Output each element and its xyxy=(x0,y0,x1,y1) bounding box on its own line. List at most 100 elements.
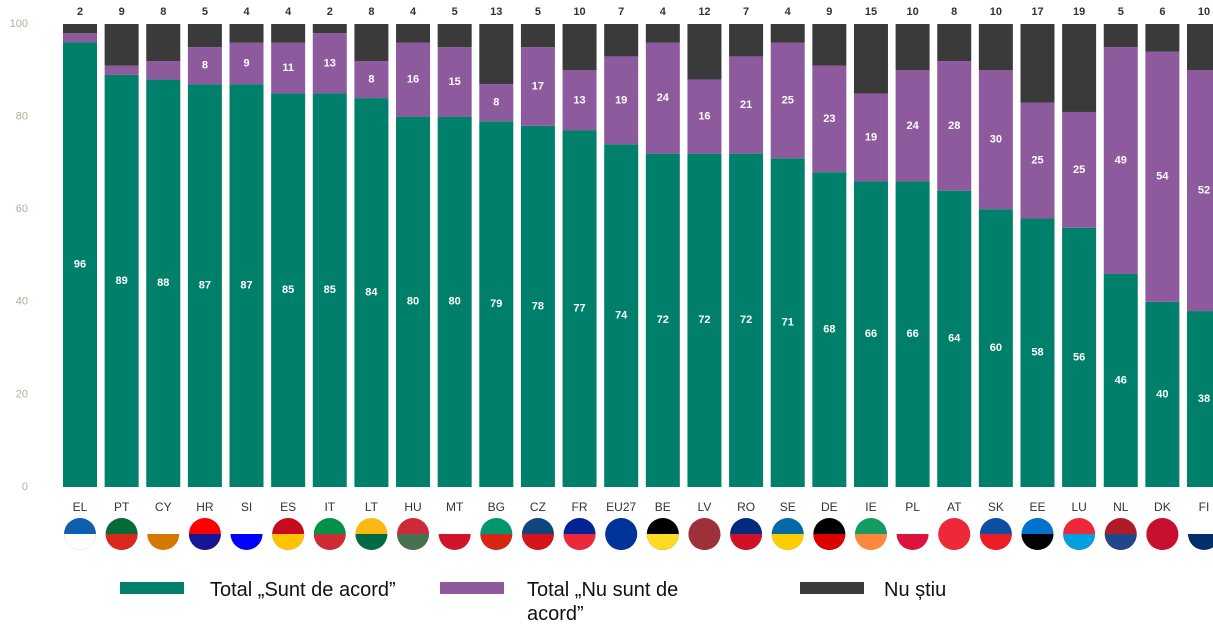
flag-part xyxy=(64,534,96,550)
value-label: 5 xyxy=(202,6,208,18)
value-label: 23 xyxy=(823,113,835,125)
value-label: 9 xyxy=(826,6,832,18)
value-label: 8 xyxy=(368,6,374,18)
value-label: 16 xyxy=(698,111,710,123)
flag-part xyxy=(230,534,263,550)
bar-segment xyxy=(396,42,431,117)
flag-part xyxy=(979,534,1012,550)
flag-part xyxy=(1063,534,1096,550)
y-tick-label: 100 xyxy=(10,18,28,30)
value-label: 56 xyxy=(1073,351,1085,363)
value-label: 78 xyxy=(532,300,544,312)
y-tick-label: 40 xyxy=(16,296,28,308)
value-label: 74 xyxy=(615,310,628,322)
bar-segment xyxy=(146,79,181,487)
x-tick-label: EE xyxy=(1029,500,1045,514)
value-label: 7 xyxy=(743,6,749,18)
value-label: 19 xyxy=(1073,6,1085,18)
flag-part xyxy=(938,534,971,550)
bar-segment xyxy=(520,125,555,488)
value-label: 16 xyxy=(407,73,419,85)
bar-segment xyxy=(312,24,347,34)
bar-segment xyxy=(146,61,181,80)
y-tick-label: 60 xyxy=(16,203,28,215)
value-label: 8 xyxy=(493,97,499,109)
flag-part xyxy=(480,534,513,550)
x-tick-label: FR xyxy=(572,500,588,514)
bar-segment xyxy=(437,116,472,487)
flag xyxy=(355,518,388,550)
bar-segment xyxy=(187,84,222,487)
bar-segment xyxy=(1103,47,1138,275)
bar-segment xyxy=(437,24,472,48)
flag xyxy=(979,518,1012,550)
bar-segment xyxy=(770,158,805,487)
flag xyxy=(1063,518,1096,550)
value-label: 28 xyxy=(948,120,960,132)
bar-segment xyxy=(229,24,264,43)
flag-part xyxy=(1188,534,1213,550)
bar-segment xyxy=(645,153,680,487)
bar-segment xyxy=(604,56,639,145)
bar-segment xyxy=(729,56,764,154)
value-label: 5 xyxy=(452,6,458,18)
flag xyxy=(1146,518,1179,550)
x-tick-label: PT xyxy=(114,500,130,514)
legend-swatch xyxy=(800,582,864,594)
flag-part xyxy=(438,534,471,550)
flag xyxy=(313,518,346,550)
flag xyxy=(438,518,471,550)
bar-segment xyxy=(687,24,722,80)
bar-segment xyxy=(1187,70,1213,312)
flag-part xyxy=(313,534,346,550)
flag xyxy=(147,518,180,550)
value-label: 64 xyxy=(948,333,961,345)
value-label: 25 xyxy=(782,94,794,106)
bar-segment xyxy=(645,24,680,43)
bar-segment xyxy=(1020,102,1055,219)
flag-part xyxy=(646,534,679,550)
bar-segment xyxy=(770,42,805,159)
bar-segment xyxy=(1187,311,1213,487)
bar-segment xyxy=(396,24,431,43)
value-label: 4 xyxy=(285,6,292,18)
bar-segment xyxy=(645,42,680,154)
bar-segment xyxy=(687,153,722,487)
x-tick-label: CZ xyxy=(530,500,546,514)
value-label: 60 xyxy=(990,342,1002,354)
bar-segment xyxy=(604,24,639,57)
flag-part xyxy=(188,534,221,550)
bar-segment xyxy=(479,121,514,487)
value-label: 24 xyxy=(657,92,670,104)
x-tick-label: IT xyxy=(324,500,335,514)
bar-segment xyxy=(146,24,181,62)
flag xyxy=(688,518,721,550)
value-label: 13 xyxy=(324,57,336,69)
bar-segment xyxy=(1187,24,1213,71)
value-label: 85 xyxy=(282,284,294,296)
value-label: 13 xyxy=(573,94,585,106)
value-label: 10 xyxy=(1198,6,1210,18)
flag-part xyxy=(272,534,305,550)
value-label: 66 xyxy=(906,328,918,340)
value-label: 17 xyxy=(532,80,544,92)
value-label: 2 xyxy=(327,6,333,18)
value-label: 30 xyxy=(990,134,1002,146)
value-label: 71 xyxy=(782,317,794,329)
bar-segment xyxy=(229,42,264,85)
value-label: 4 xyxy=(243,6,250,18)
bar-segment xyxy=(63,33,97,43)
bar-segment xyxy=(1020,24,1055,103)
bar-segment xyxy=(1103,24,1138,48)
flag xyxy=(64,518,96,550)
bar-segment xyxy=(895,181,930,488)
x-tick-label: SK xyxy=(988,500,1004,514)
value-label: 87 xyxy=(199,280,211,292)
x-tick-label: FI xyxy=(1199,500,1210,514)
flag-part xyxy=(1146,534,1179,550)
bar-segment xyxy=(562,70,597,131)
x-tick-label: EL xyxy=(73,500,88,514)
flag-part xyxy=(147,534,180,550)
